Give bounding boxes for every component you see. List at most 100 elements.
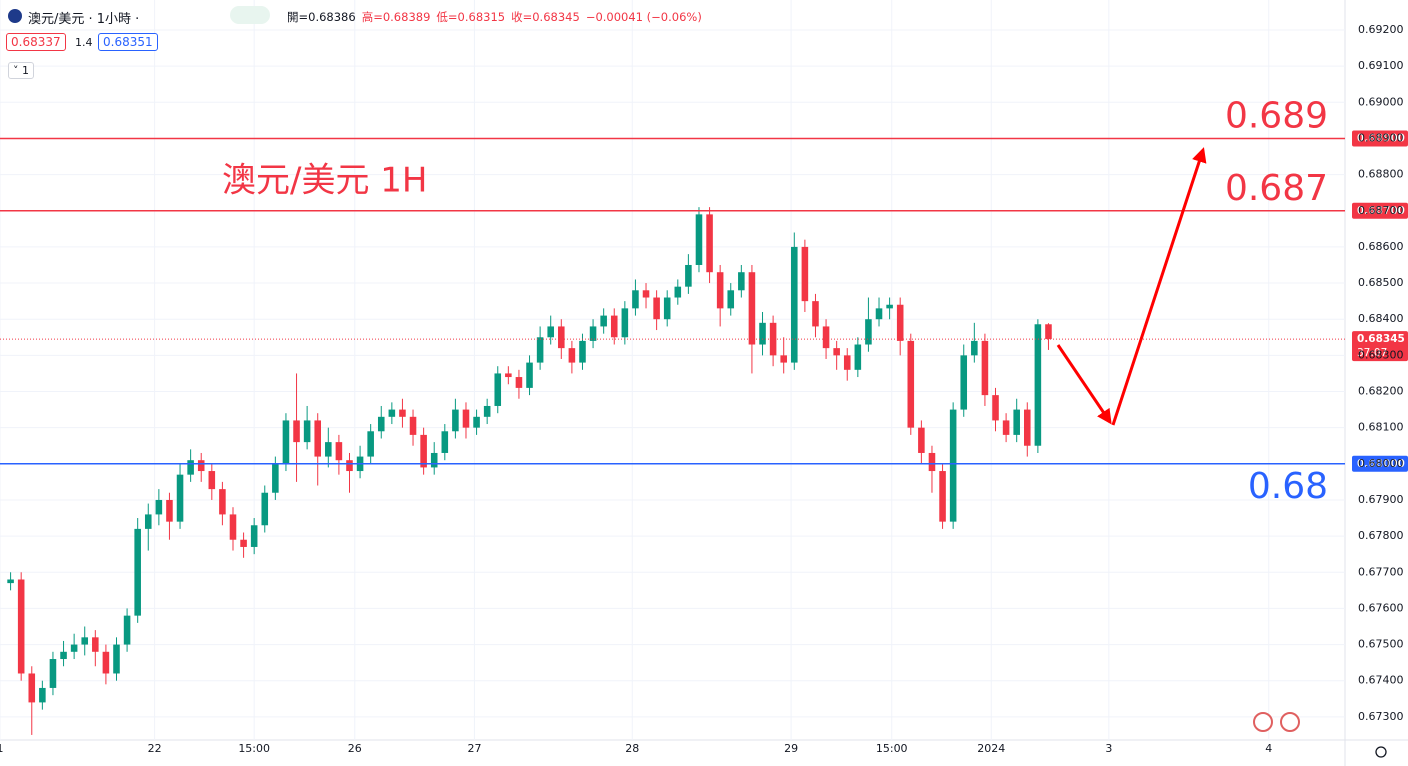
flag-icon[interactable]: [1280, 712, 1300, 732]
level-label: 0.687: [1225, 168, 1328, 209]
x-tick-label: 15:00: [876, 742, 908, 755]
indicator-badge[interactable]: ˅ 1: [8, 62, 34, 79]
x-tick-label: 2024: [977, 742, 1005, 755]
last-price-tag-bg: [1352, 331, 1408, 362]
flag-icon[interactable]: [1253, 712, 1273, 732]
ohlc-item: 低=0.68315: [436, 10, 506, 24]
candle-body: [325, 442, 332, 457]
candle-body: [896, 304, 904, 341]
candle-body: [303, 420, 311, 443]
y-tick-label: 0.68300: [1358, 348, 1404, 361]
candle-body: [420, 434, 427, 468]
indicator-count: 1: [22, 64, 29, 77]
y-tick-label: 0.67900: [1358, 493, 1404, 506]
candle-body: [822, 326, 830, 349]
candle-body: [102, 651, 110, 674]
candle-body: [526, 362, 533, 388]
status-pill[interactable]: [230, 6, 270, 24]
arrow-down: [1056, 344, 1112, 425]
candle-body: [134, 528, 141, 616]
level-label: 0.68: [1248, 466, 1328, 507]
x-tick-label: 1: [0, 742, 4, 755]
candle-body: [674, 286, 682, 298]
candle-body: [928, 452, 936, 472]
y-tick-label: 0.68400: [1358, 312, 1404, 325]
candle-body: [695, 214, 703, 265]
y-tick-label: 0.67300: [1358, 710, 1404, 723]
y-tick-label: 0.68900: [1358, 131, 1404, 144]
x-tick-label: 27: [467, 742, 481, 755]
candle-body: [60, 651, 67, 660]
candle-body: [939, 471, 946, 522]
candle-body: [971, 340, 978, 356]
x-tick-label: 22: [148, 742, 162, 755]
collapse-icon: ˅: [13, 64, 22, 77]
ohlc-item: 收=0.68345: [511, 10, 580, 24]
candle-body: [282, 420, 290, 464]
candle-body: [70, 644, 78, 652]
candle-body: [166, 499, 173, 522]
candle-body: [727, 290, 735, 309]
candle-body: [346, 460, 353, 472]
candle-body: [685, 264, 692, 287]
candle-body: [473, 416, 480, 428]
candle-body: [28, 673, 36, 703]
candle-body: [123, 615, 131, 645]
candle-body: [144, 514, 152, 529]
settings-icon[interactable]: [1375, 746, 1387, 758]
candle-body: [547, 326, 554, 338]
bid-box[interactable]: 0.68337: [6, 33, 66, 51]
candle-body: [886, 304, 893, 309]
candle-body: [441, 431, 449, 453]
y-tick-label: 0.69000: [1358, 95, 1404, 108]
y-tick-label: 0.68200: [1358, 385, 1404, 398]
y-tick-label: 0.67400: [1358, 674, 1404, 687]
level-tag-bg: [1352, 130, 1408, 147]
ohlc-legend: 開=0.68386 高=0.68389 低=0.68315 收=0.68345 −0.0…: [287, 9, 708, 25]
candle-body: [399, 409, 406, 417]
candle-body: [240, 539, 247, 547]
ohlc-item: 開=0.68386: [287, 10, 356, 24]
candle-body: [92, 637, 99, 652]
candle-body: [430, 452, 438, 468]
overlays: 0.689 0.68900 0.687 0.68700 0.68 0.68000 0.683…: [0, 95, 1408, 507]
candle-body: [314, 420, 321, 457]
level-tag-bg: [1352, 202, 1408, 219]
candle-body: [494, 373, 502, 406]
ohlc-item: −0.00041 (−0.06%): [585, 10, 702, 24]
candle-body: [49, 659, 57, 688]
candle-body: [409, 416, 417, 435]
candle-body: [39, 687, 46, 703]
candle-body: [812, 301, 819, 327]
candle-body: [81, 637, 89, 645]
candle-body: [261, 492, 269, 526]
candle-body: [1034, 324, 1042, 446]
y-tick-label: 0.68500: [1358, 276, 1404, 289]
ask-box[interactable]: 0.68351: [98, 33, 158, 51]
candle-body: [1013, 409, 1020, 435]
candle-body: [579, 340, 586, 363]
candle-body: [1024, 409, 1031, 446]
candle-body: [769, 322, 777, 356]
x-tick-label: 15:00: [238, 742, 270, 755]
candle-body: [229, 514, 237, 540]
candle-body: [377, 416, 385, 432]
y-tick-label: 0.68000: [1358, 457, 1404, 470]
candle-body: [536, 337, 544, 363]
y-tick-label: 0.68700: [1358, 204, 1404, 217]
candle-body: [621, 308, 629, 338]
candle-body: [748, 272, 756, 345]
y-tick-label: 0.68600: [1358, 240, 1404, 253]
candle-body: [515, 377, 523, 388]
candle-body: [801, 246, 809, 302]
candle-body: [918, 427, 925, 453]
candle-body: [335, 442, 343, 461]
candle-body: [558, 326, 565, 349]
y-tick-label: 0.69200: [1358, 23, 1404, 36]
x-tick-label: 28: [625, 742, 639, 755]
candle-body: [17, 579, 25, 674]
candle-body: [875, 308, 883, 320]
